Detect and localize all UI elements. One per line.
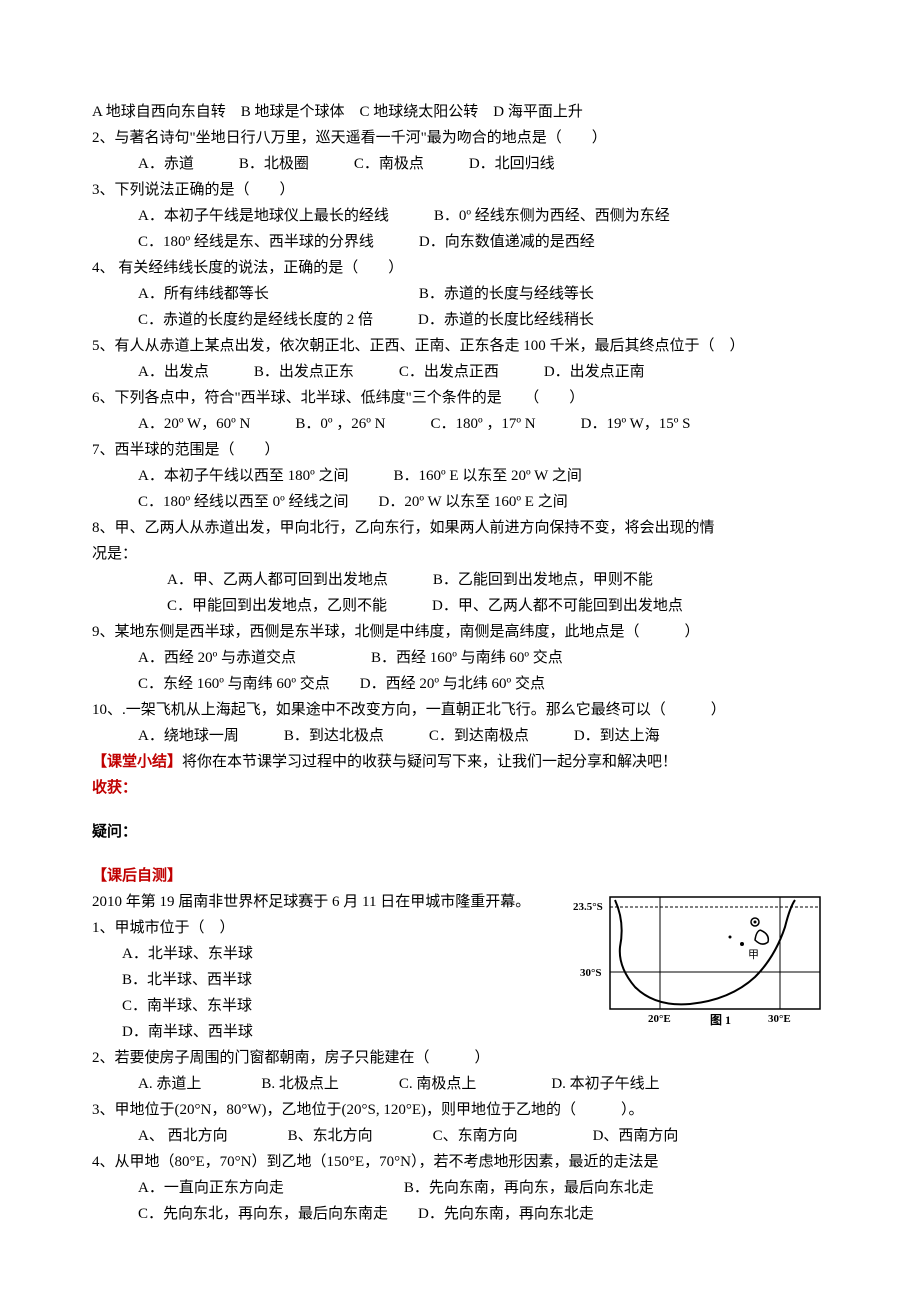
q5-options: A．出发点 B．出发点正东 C．出发点正西 D．出发点正南 bbox=[92, 360, 828, 384]
map-lon1: 20°E bbox=[648, 1013, 671, 1025]
q9-opts-line1: A．西经 20º 与赤道交点 B．西经 160º 与南纬 60º 交点 bbox=[92, 646, 828, 670]
selftest-title: 【课后自测】 bbox=[92, 864, 828, 888]
q6-stem: 6、下列各点中，符合"西半球、北半球、低纬度"三个条件的是 （ ） bbox=[92, 386, 828, 410]
st2-options: A. 赤道上 B. 北极点上 C. 南极点上 D. 本初子午线上 bbox=[92, 1072, 828, 1096]
q4-opts-line1: A．所有纬线都等长 B．赤道的长度与经线等长 bbox=[92, 282, 828, 306]
summary-title: 【课堂小结】 bbox=[92, 754, 182, 770]
st4-opts-line1: A．一直向正东方向走 B．先向东南，再向东，最后向东北走 bbox=[92, 1176, 828, 1200]
q3-opts-line1: A．本初子午线是地球仪上最长的经线 B．0º 经线东侧为西经、西侧为东经 bbox=[92, 204, 828, 228]
q8-opts-line1: A．甲、乙两人都可回到出发地点 B．乙能回到出发地点，甲则不能 bbox=[92, 568, 828, 592]
summary-line: 【课堂小结】将你在本节课学习过程中的收获与疑问写下来，让我们一起分享和解决吧！ bbox=[92, 750, 828, 774]
summary-gains: 收获： bbox=[92, 776, 828, 800]
q10-stem: 10、.一架飞机从上海起飞，如果途中不改变方向，一直朝正北飞行。那么它最终可以（… bbox=[92, 698, 828, 722]
map-figure: 甲 23.5°S 30°S 20°E 30°E 图 1 bbox=[570, 892, 828, 1032]
q9-stem: 9、某地东侧是西半球，西侧是东半球，北侧是中纬度，南侧是高纬度，此地点是（ ） bbox=[92, 620, 828, 644]
q5-stem: 5、有人从赤道上某点出发，依次朝正北、正西、正南、正东各走 100 千米，最后其… bbox=[92, 334, 828, 358]
q4-stem: 4、 有关经纬线长度的说法，正确的是（ ） bbox=[92, 256, 828, 280]
st4-opts-line2: C．先向东北，再向东，最后向东南走 D．先向东南，再向东北走 bbox=[92, 1202, 828, 1226]
st4-stem: 4、从甲地（80°E，70°N）到乙地（150°E，70°N），若不考虑地形因素… bbox=[92, 1150, 828, 1174]
q4-opts-line2: C．赤道的长度约是经线长度的 2 倍 D．赤道的长度比经线稍长 bbox=[92, 308, 828, 332]
q3-opts-line2: C．180º 经线是东、西半球的分界线 D．向东数值递减的是西经 bbox=[92, 230, 828, 254]
summary-text: 将你在本节课学习过程中的收获与疑问写下来，让我们一起分享和解决吧！ bbox=[182, 754, 677, 770]
map-point-label: 甲 bbox=[748, 949, 759, 961]
q8-opts-line2: C．甲能回到出发地点，乙则不能 D．甲、乙两人都不可能回到出发地点 bbox=[92, 594, 828, 618]
summary-doubts: 疑问： bbox=[92, 820, 828, 844]
st2-stem: 2、若要使房子周围的门窗都朝南，房子只能建在（ ） bbox=[92, 1046, 828, 1070]
q7-stem: 7、西半球的范围是（ ） bbox=[92, 438, 828, 462]
st3-options: A、 西北方向 B、东北方向 C、东南方向 D、西南方向 bbox=[92, 1124, 828, 1148]
q2-stem: 2、与著名诗句"坐地日行八万里，巡天遥看一千河"最为吻合的地点是（ ） bbox=[92, 126, 828, 150]
q8-stem-line2: 况是： bbox=[92, 542, 828, 566]
st3-stem: 3、甲地位于(20°N，80°W)，乙地位于(20°S, 120°E)，则甲地位… bbox=[92, 1098, 828, 1122]
map-lat1: 23.5°S bbox=[573, 901, 603, 913]
map-caption: 图 1 bbox=[710, 1013, 731, 1027]
q6-options: A．20º W，60º N B．0º ，26º N C．180º ，17º N … bbox=[92, 412, 828, 436]
q8-stem-line1: 8、甲、乙两人从赤道出发，甲向北行，乙向东行，如果两人前进方向保持不变，将会出现… bbox=[92, 516, 828, 540]
q2-options: A．赤道 B．北极圈 C．南极点 D．北回归线 bbox=[92, 152, 828, 176]
map-lon2: 30°E bbox=[768, 1013, 791, 1025]
q7-opts-line1: A．本初子午线以西至 180º 之间 B．160º E 以东至 20º W 之间 bbox=[92, 464, 828, 488]
q9-opts-line2: C．东经 160º 与南纬 60º 交点 D．西经 20º 与北纬 60º 交点 bbox=[92, 672, 828, 696]
q7-opts-line2: C．180º 经线以西至 0º 经线之间 D．20º W 以东至 160º E … bbox=[92, 490, 828, 514]
map-lat2: 30°S bbox=[580, 967, 602, 979]
q3-stem: 3、下列说法正确的是（ ） bbox=[92, 178, 828, 202]
intro-options: A 地球自西向东自转 B 地球是个球体 C 地球绕太阳公转 D 海平面上升 bbox=[92, 100, 828, 124]
q10-options: A．绕地球一周 B．到达北极点 C．到达南极点 D．到达上海 bbox=[92, 724, 828, 748]
